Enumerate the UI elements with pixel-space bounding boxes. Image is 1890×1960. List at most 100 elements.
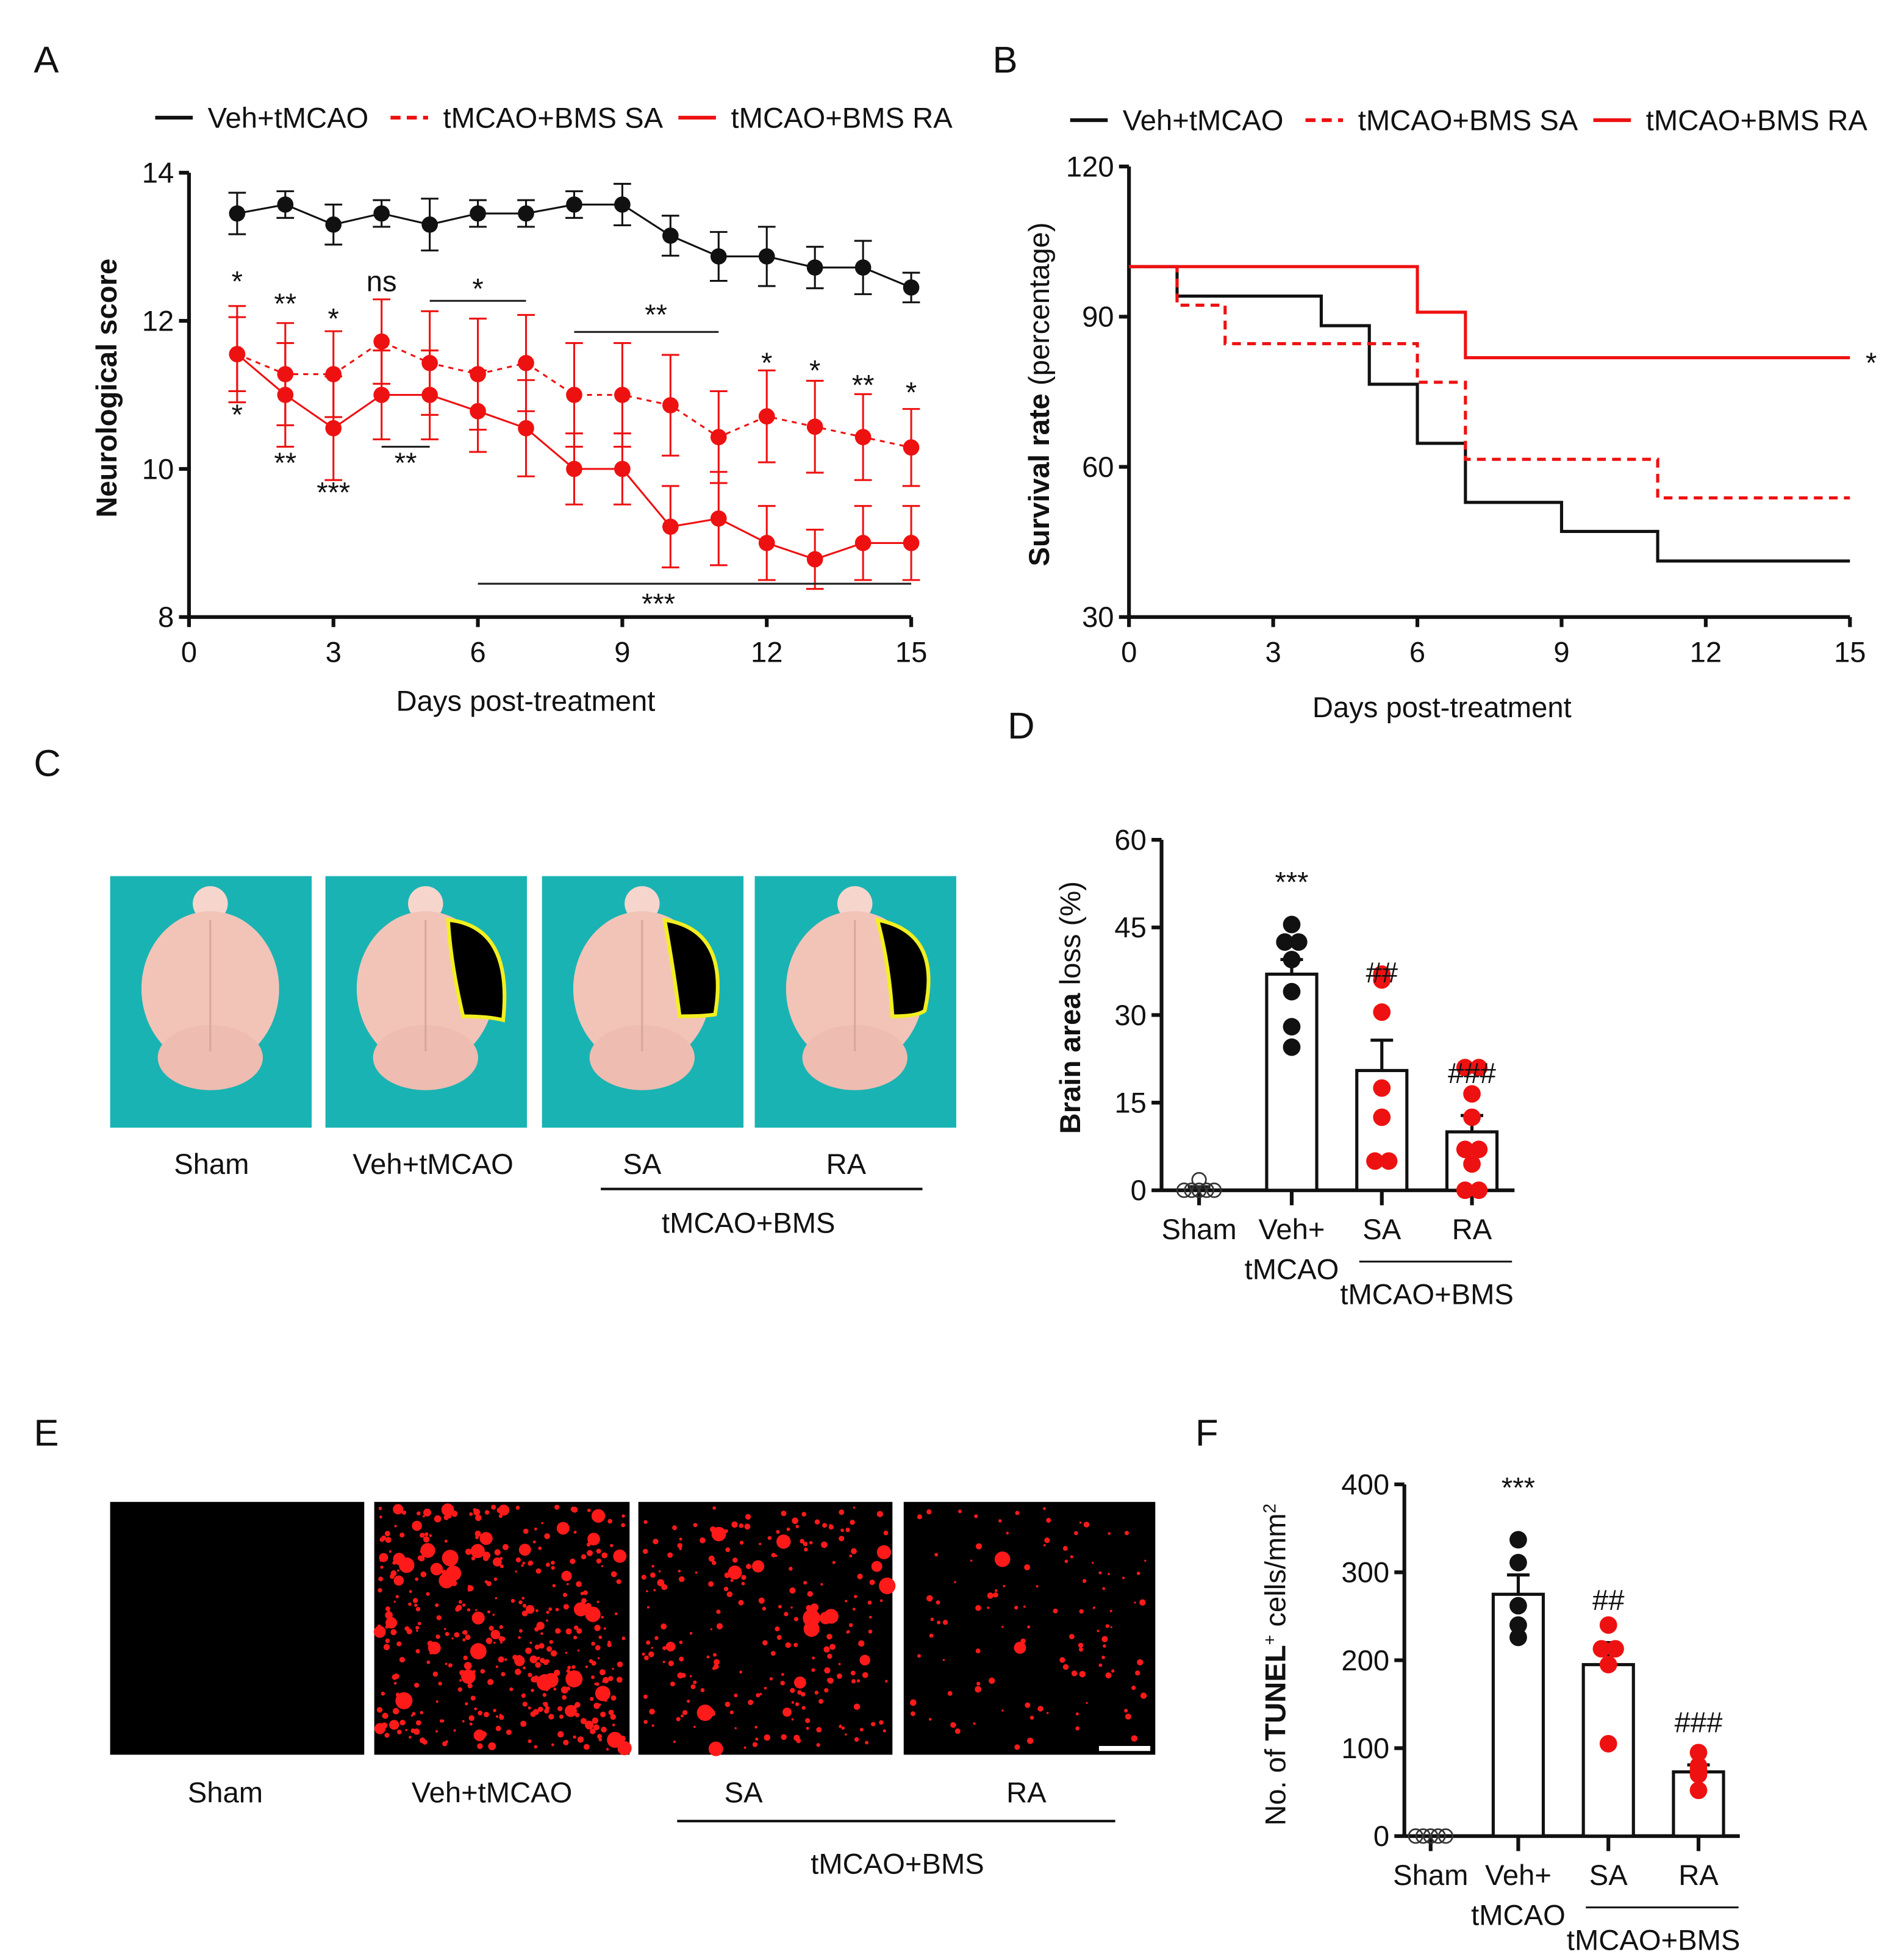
tunel-spot (1110, 1626, 1112, 1628)
tunel-spot (529, 1641, 532, 1644)
tunel-spot (487, 1610, 491, 1614)
tunel-spot (976, 1681, 981, 1686)
tunel-spot (562, 1695, 567, 1700)
tunel-spot (1101, 1655, 1105, 1659)
panel-e-tunel-images: Sham Veh+tMCAO SA RA tMCAO+BMS (110, 1501, 1156, 1880)
significance-marker: ** (395, 447, 417, 479)
tunel-spot (917, 1514, 922, 1520)
tunel-spot (850, 1520, 855, 1525)
tunel-spot (700, 1537, 706, 1543)
data-point (903, 279, 920, 296)
tunel-spot (379, 1515, 382, 1518)
tunel-spot (493, 1577, 498, 1581)
y-tick-label: 10 (142, 453, 174, 485)
y-tick-label: 15 (1114, 1087, 1147, 1120)
data-point (1456, 1181, 1474, 1200)
tunel-spot (643, 1694, 648, 1699)
tunel-spot (1053, 1608, 1058, 1614)
significance-marker: * (472, 273, 483, 306)
tunel-spot (470, 1643, 487, 1660)
data-point (373, 333, 390, 350)
tunel-spot (399, 1719, 406, 1726)
panel-label-b: B (992, 39, 1017, 81)
tunel-spot (840, 1528, 844, 1533)
tunel-spot (610, 1714, 616, 1720)
tunel-spot (662, 1661, 665, 1664)
tunel-spot (591, 1642, 595, 1646)
data-point (1380, 1152, 1398, 1170)
y-axis-label-part: cells/mm (1260, 1513, 1292, 1634)
tunel-spot (577, 1736, 584, 1743)
y-axis-label-part: Survival rate (1023, 385, 1056, 566)
tunel-spot (1108, 1573, 1110, 1576)
tunel-spot (420, 1543, 435, 1558)
tunel-spot (804, 1547, 808, 1552)
tunel-spot (595, 1686, 610, 1701)
data-point (277, 196, 294, 213)
tunel-spot (432, 1671, 438, 1677)
data-point (1509, 1531, 1527, 1549)
tunel-spot (616, 1579, 621, 1584)
tunel-spot (378, 1576, 384, 1582)
tunel-spot (384, 1733, 390, 1738)
tunel-spot (803, 1542, 808, 1547)
tunel-spot (525, 1604, 535, 1614)
tunel-spot (1137, 1659, 1144, 1666)
tunel-spot (989, 1677, 995, 1684)
tunel-spot (790, 1687, 795, 1694)
data-point (854, 535, 872, 551)
y-tick-label: 60 (1114, 824, 1147, 857)
data-point (1373, 1108, 1391, 1126)
tunel-spot (839, 1509, 845, 1515)
tunel-spot (814, 1690, 819, 1695)
tunel-spot (746, 1564, 751, 1570)
tunel-spot (869, 1615, 872, 1619)
tunel-spot (987, 1592, 994, 1599)
tunel-spot (598, 1738, 602, 1742)
tunel-spot (598, 1703, 601, 1706)
tunel-spot (502, 1543, 509, 1550)
tunel-spot (427, 1640, 433, 1647)
tunel-image-Veh+tMCAO (373, 1501, 632, 1756)
tunel-spot (535, 1662, 541, 1668)
tunel-spot (782, 1708, 792, 1717)
tunel-spot (758, 1597, 765, 1604)
data-point (325, 366, 342, 382)
data-point (1415, 1828, 1431, 1844)
tunel-spot (1037, 1706, 1043, 1712)
chart-d-brain-area-loss: 0 15 30 45 60 Sham *** Veh+ tMCAO ## SA ### RA tMCAO+… (1054, 824, 1515, 1311)
tunel-spot (575, 1712, 580, 1718)
tunel-spot (518, 1600, 523, 1604)
tunel-spot (780, 1681, 786, 1686)
tunel-spot (841, 1726, 845, 1730)
tunel-spot (409, 1590, 412, 1593)
tunel-spot (573, 1636, 578, 1640)
tunel-spot (473, 1508, 477, 1512)
significance-marker: * (1866, 347, 1877, 379)
tunel-spot (712, 1506, 716, 1510)
tunel-spot (529, 1655, 538, 1664)
image-label: RA (1006, 1776, 1047, 1809)
tunel-spot (1111, 1669, 1115, 1673)
tunel-spot (465, 1548, 472, 1555)
x-category-label: Veh+ (1259, 1214, 1325, 1246)
tunel-spot (420, 1711, 424, 1715)
tunel-spot (504, 1658, 507, 1661)
tunel-spot (797, 1690, 802, 1695)
tunel-spot (676, 1717, 681, 1722)
tunel-spot (851, 1548, 857, 1554)
y-tick-label: 0 (1373, 1820, 1389, 1853)
tunel-spot (521, 1597, 525, 1600)
tunel-spot (540, 1632, 543, 1636)
tunel-spot (485, 1637, 493, 1644)
tunel-spot (522, 1603, 527, 1608)
tunel-spot (677, 1672, 684, 1679)
significance-marker: ## (1366, 957, 1398, 989)
tunel-spot (591, 1675, 595, 1679)
significance-marker: ** (274, 288, 296, 320)
y-tick-label: 30 (1114, 1000, 1147, 1032)
tunel-spot (708, 1581, 714, 1587)
tunel-spot (570, 1506, 576, 1512)
tunel-spot (499, 1640, 503, 1644)
tunel-spot (821, 1541, 828, 1548)
